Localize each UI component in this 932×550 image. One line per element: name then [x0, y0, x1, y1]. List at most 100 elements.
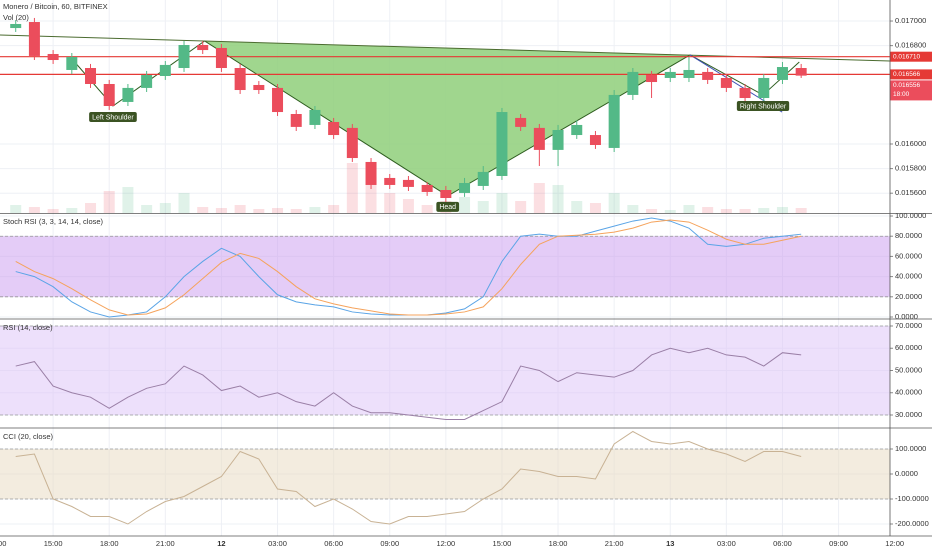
annotation-label: Left Shoulder: [92, 114, 134, 121]
price-label: 0.016710: [893, 53, 920, 60]
countdown: 18:00: [893, 91, 910, 98]
volume-bar: [402, 199, 414, 213]
x-tick-label: 03:00: [268, 539, 287, 548]
candle-body: [720, 77, 732, 88]
x-tick-label: 13: [666, 539, 674, 548]
candle-body: [141, 75, 153, 88]
y-tick-label: 40.0000: [895, 388, 922, 397]
candle-body: [159, 64, 171, 77]
volume-bar: [47, 209, 59, 213]
volume-bar: [178, 193, 190, 213]
candle-body: [85, 68, 97, 84]
x-tick-label: 12:00: [885, 539, 904, 548]
x-tick-label: 06:00: [773, 539, 792, 548]
candle-body: [384, 177, 396, 185]
candle-body: [122, 87, 134, 102]
volume-bar: [739, 209, 751, 213]
y-tick-label: 30.0000: [895, 410, 922, 419]
volume-bar: [122, 187, 134, 213]
volume-bar: [28, 207, 40, 213]
candle-body: [253, 84, 265, 91]
x-tick-label: 12:00: [436, 539, 455, 548]
candle-body: [272, 87, 284, 113]
candle-body: [571, 124, 583, 136]
annotation-box: [736, 100, 790, 111]
y-tick-label: 60.0000: [895, 251, 922, 260]
candle-body: [477, 171, 489, 186]
volume-bar: [215, 208, 227, 213]
volume-bar: [290, 209, 302, 213]
candle-body: [627, 71, 639, 95]
y-tick-label: 0.016000: [895, 139, 926, 148]
volume-bar: [103, 191, 115, 213]
candle-body: [290, 114, 302, 127]
y-tick-label: 0.0000: [895, 312, 918, 321]
candle-body: [346, 127, 358, 159]
candle-body: [459, 182, 471, 193]
candle-body: [702, 71, 714, 80]
x-tick-label: 15:00: [44, 539, 63, 548]
candle-body: [178, 45, 190, 69]
volume-bar: [496, 193, 508, 213]
y-tick-label: 20.0000: [895, 292, 922, 301]
candle-body: [103, 83, 115, 107]
candle-body: [795, 68, 807, 76]
x-tick-label: 15:00: [493, 539, 512, 548]
volume-bar: [234, 205, 246, 213]
annotation-box: [436, 201, 460, 212]
volume-bar: [720, 209, 732, 213]
candle-body: [664, 71, 676, 78]
price-label-box: [890, 80, 932, 101]
volume-bar: [776, 207, 788, 213]
price-label-box: [890, 51, 932, 62]
volume-bar: [141, 205, 153, 213]
x-tick-label: 21:00: [156, 539, 175, 548]
pattern-fill: [204, 40, 691, 196]
annotation-label: Head: [439, 204, 456, 211]
candle-body: [496, 112, 508, 176]
x-tick-label: 12: [217, 539, 225, 548]
indicator-line: [15, 219, 802, 316]
y-tick-label: 0.016800: [895, 41, 926, 50]
volume-bar: [533, 183, 545, 213]
volume-bar: [384, 193, 396, 213]
price-label: 0.016556: [893, 82, 920, 89]
volume-bar: [159, 203, 171, 213]
volume-bar: [197, 207, 209, 213]
volume-bar: [309, 207, 321, 213]
candle-body: [215, 47, 227, 69]
volume-bar: [85, 203, 97, 213]
candle-body: [683, 69, 695, 78]
y-tick-label: 100.0000: [895, 211, 926, 220]
candle-body: [776, 67, 788, 80]
volume-bar: [627, 205, 639, 213]
x-tick-label: 18:00: [100, 539, 119, 548]
candle-body: [402, 179, 414, 187]
volume-bar: [664, 210, 676, 213]
candle-body: [234, 68, 246, 91]
volume-bar: [646, 209, 658, 213]
volume-bar: [683, 205, 695, 213]
candle-body: [552, 129, 564, 150]
candle-body: [28, 22, 40, 56]
indicator-line: [15, 347, 802, 420]
pane-title: RSI (14, close): [3, 323, 53, 332]
candle-body: [515, 117, 527, 127]
candle-body: [365, 161, 377, 185]
annotation-label: Right Shoulder: [740, 103, 787, 110]
volume-bar: [702, 207, 714, 213]
volume-bar: [552, 185, 564, 213]
candle-body: [309, 109, 321, 125]
y-tick-label: 0.015600: [895, 188, 926, 197]
y-tick-label: -100.0000: [895, 494, 929, 503]
y-tick-label: 60.0000: [895, 343, 922, 352]
plot-area: Left Shoulder Head Right Shoulder: [0, 0, 890, 536]
pane-title: Stoch RSI (3, 3, 14, 14, close): [3, 217, 104, 226]
annotation: Left Shoulder: [89, 112, 137, 123]
volume-title: Vol (20): [3, 13, 29, 22]
candle-body: [328, 121, 340, 136]
annotation-box: [89, 112, 137, 123]
y-tick-label: 0.017000: [895, 16, 926, 25]
volume-bar: [589, 203, 601, 213]
